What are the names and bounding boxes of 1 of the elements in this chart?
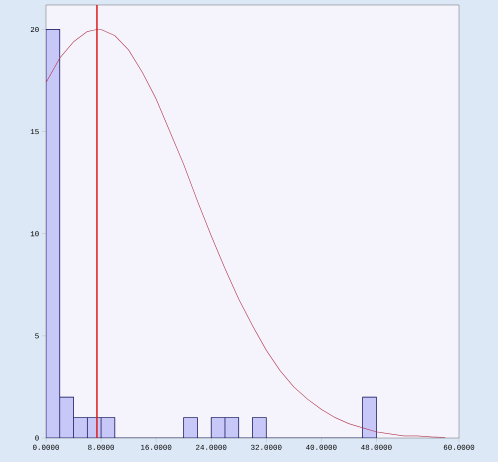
- line-series: [46, 29, 446, 438]
